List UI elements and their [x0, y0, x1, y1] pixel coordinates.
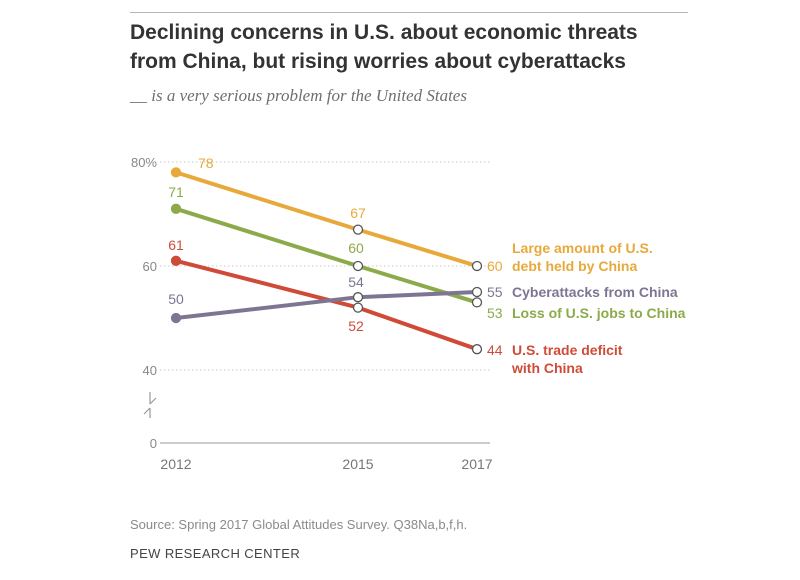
data-label: 78	[198, 155, 214, 171]
data-point	[471, 260, 483, 272]
x-tick-label: 2017	[461, 456, 492, 472]
chart-title: Declining concerns in U.S. about economi…	[130, 18, 730, 76]
data-label: 61	[168, 237, 184, 253]
data-label: 44	[487, 342, 503, 358]
series-name-label: Loss of U.S. jobs to China	[512, 305, 686, 321]
y-tick-label: 60	[143, 259, 157, 274]
data-point	[170, 255, 182, 266]
series-name-label: U.S. trade deficit	[512, 342, 623, 358]
axis-break-icon	[143, 392, 157, 418]
series-name-label: with China	[511, 360, 583, 376]
data-point	[352, 302, 364, 313]
data-point	[352, 224, 364, 235]
data-label: 71	[168, 184, 184, 200]
x-tick-label: 2015	[342, 456, 373, 472]
data-point	[471, 297, 483, 308]
y-tick-label: 0	[150, 436, 157, 451]
series-name-label: Cyberattacks from China	[512, 284, 678, 300]
data-point	[471, 344, 483, 355]
top-rule	[130, 12, 688, 13]
data-point	[352, 292, 364, 303]
series-line	[174, 206, 479, 305]
data-point	[170, 167, 182, 178]
series-name-label: debt held by China	[512, 258, 637, 274]
chart-subtitle: __ is a very serious problem for the Uni…	[130, 86, 467, 105]
chart-title-line-2: from China, but rising worries about cyb…	[130, 50, 626, 73]
data-label: 52	[348, 318, 364, 334]
data-point	[352, 260, 364, 272]
series-line	[174, 258, 479, 352]
data-label: 60	[348, 240, 364, 256]
data-point	[170, 203, 182, 214]
series-line	[174, 170, 479, 268]
series-name-label: Large amount of U.S.	[512, 240, 653, 256]
data-label: 55	[487, 284, 503, 300]
data-point	[170, 312, 182, 324]
data-label: 54	[348, 274, 364, 290]
y-tick-label: 40	[143, 363, 157, 378]
organization-name: PEW RESEARCH CENTER	[130, 546, 301, 561]
data-label: 50	[168, 291, 184, 307]
series-line	[174, 290, 479, 320]
data-label: 53	[487, 305, 503, 321]
chart-title-line-1: Declining concerns in U.S. about economi…	[130, 21, 638, 44]
data-label: 67	[350, 205, 366, 221]
data-point	[471, 286, 483, 298]
data-label: 60	[487, 258, 503, 274]
x-tick-label: 2012	[160, 456, 191, 472]
y-tick-label: 80%	[131, 155, 157, 170]
source-note: Source: Spring 2017 Global Attitudes Sur…	[130, 517, 468, 532]
